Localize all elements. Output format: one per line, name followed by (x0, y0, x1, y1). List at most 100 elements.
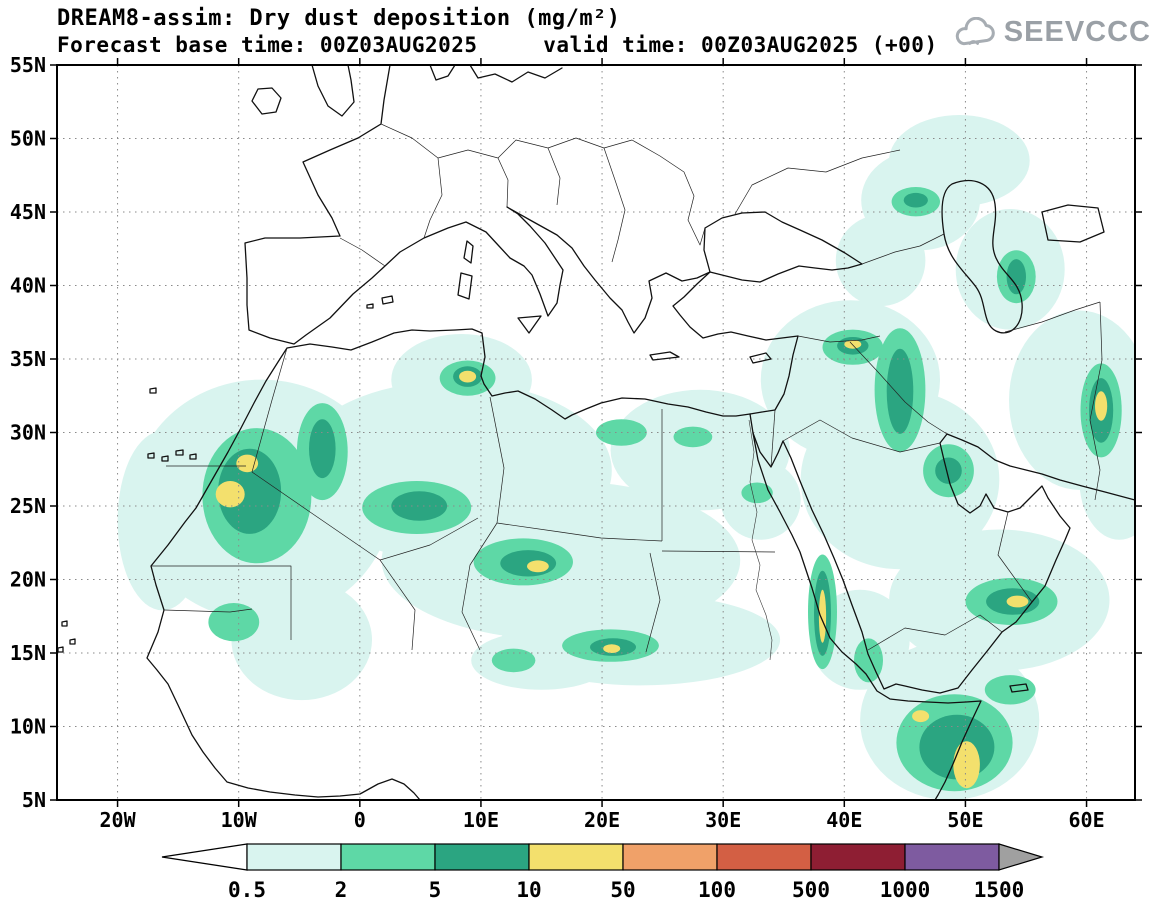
borders-europe-1 (380, 123, 443, 239)
lat-tick-label: 50N (10, 127, 46, 151)
island-sicily (517, 315, 542, 334)
coastline-europe-west-med (244, 65, 711, 345)
island-crete (649, 351, 680, 361)
border-mauritania-mali (235, 565, 292, 640)
lat-tick-label: 30N (10, 421, 46, 445)
lat-tick-label: 45N (10, 200, 46, 224)
dust-blob (309, 419, 336, 479)
island-cyprus (749, 352, 772, 364)
border-iran-turkmenistan (1004, 301, 1101, 333)
colorbar-level-label: 0.5 (228, 878, 266, 902)
title-block: DREAM8-assim: Dry dust deposition (mg/m²… (57, 6, 938, 57)
coastlines (57, 65, 1135, 800)
colorbar-segment (810, 843, 906, 871)
colorbar-segment (340, 843, 436, 871)
lon-tick-label: 20E (584, 808, 620, 832)
coastline-caspian-sea (941, 180, 1023, 334)
borders-europe-4 (339, 147, 626, 267)
border-morocco-algeria (251, 347, 288, 473)
dust-blob (886, 348, 914, 434)
borders-europe-3 (497, 137, 706, 246)
lon-tick-label: 10W (221, 808, 258, 832)
border-iraq-iran (849, 341, 948, 435)
colorbar: 0.5 2 5 10 50 100 500 1000 1500 (161, 843, 1045, 902)
dust-blob (912, 710, 930, 723)
dust-blob (818, 589, 827, 643)
lat-tick-label: 25N (10, 494, 46, 518)
island-sardinia (457, 272, 473, 300)
lon-tick-label: 0 (354, 808, 366, 832)
lon-tick-label: 60E (1068, 808, 1104, 832)
dust-blob (218, 448, 282, 534)
border-saudi-north (782, 419, 941, 453)
dust-blob (844, 339, 862, 349)
colorbar-segment (528, 843, 624, 871)
cloud-icon (955, 16, 995, 45)
islands-cape-verde (57, 620, 76, 653)
lon-tick-label: 30E (705, 808, 741, 832)
dust-blob (500, 550, 557, 577)
dust-blob (741, 482, 773, 504)
lat-tick-label: 10N (10, 715, 46, 739)
colorbar-segment (434, 843, 530, 871)
coastline-persian-gulf-iran (946, 433, 1135, 501)
colorbar-level-label: 100 (698, 878, 736, 902)
colorbar-level-label: 10 (516, 878, 541, 902)
lon-tick-label: 50E (947, 808, 983, 832)
dust-blob (215, 481, 245, 508)
lat-tick-label: 15N (10, 641, 46, 665)
coastline-black-sea (703, 211, 863, 283)
colorbar-level-label: 1500 (974, 878, 1025, 902)
chart-title: DREAM8-assim: Dry dust deposition (mg/m²… (57, 6, 621, 31)
lat-tick-label: 55N (10, 53, 46, 77)
border-chad-sudan (645, 552, 661, 653)
dust-blob (953, 741, 980, 789)
dust-blob (889, 115, 1030, 207)
dust-blob (854, 638, 883, 683)
dust-blob (391, 491, 448, 521)
islands-canary-madeira (147, 387, 197, 462)
colorbar-level-label: 2 (335, 878, 348, 902)
lon-tick-label: 20W (99, 808, 136, 832)
lake-aral-outline (1041, 204, 1105, 243)
dust-deposition-layer (117, 115, 1135, 800)
colorbar-segment (904, 843, 1000, 871)
dust-blob (1006, 595, 1029, 608)
coastline-north-west-africa (146, 328, 751, 800)
dust-blob (491, 648, 536, 673)
dust-blob (208, 603, 260, 642)
coastline-red-sea-horn (752, 432, 982, 800)
border-caucasus (861, 233, 945, 265)
dust-blob (673, 426, 713, 448)
dust-blob (603, 644, 621, 653)
axis-labels: 55N 50N 45N 40N 35N 30N 25N 20N 15N 10N 5N 20W 10W 0 1… (10, 53, 1105, 832)
border-yemen-oman-saudi (867, 511, 1033, 651)
colorbar-arrow-left (161, 843, 248, 871)
coastline-north-sea-baltic (429, 65, 563, 83)
colorbar-segment (622, 843, 718, 871)
border-iran-east (1089, 301, 1103, 501)
colorbar-level-label: 50 (610, 878, 635, 902)
axis-ticks (50, 58, 1142, 807)
dust-blob (770, 329, 831, 371)
dust-blob (231, 579, 372, 701)
islands-balearic (366, 295, 394, 309)
chart-subtitle: Forecast base time: 00Z03AUG2025 valid t… (57, 33, 938, 57)
dust-blob (903, 192, 928, 208)
dust-blob (935, 457, 962, 484)
coastline-ireland (251, 87, 282, 115)
dust-blob (459, 370, 477, 383)
dust-blob (236, 454, 259, 473)
logo-text: SEEVCCC (1003, 16, 1151, 48)
colorbar-level-label: 500 (792, 878, 830, 902)
colorbar-level-label: 1000 (880, 878, 931, 902)
colorbar-segment (246, 843, 342, 871)
country-borders (151, 123, 1103, 661)
dust-blob (984, 675, 1036, 705)
border-niger-chad (461, 522, 498, 651)
borders-europe-2 (437, 149, 509, 208)
border-libya-west-south (489, 396, 663, 542)
coastline-arabia (749, 413, 1071, 694)
